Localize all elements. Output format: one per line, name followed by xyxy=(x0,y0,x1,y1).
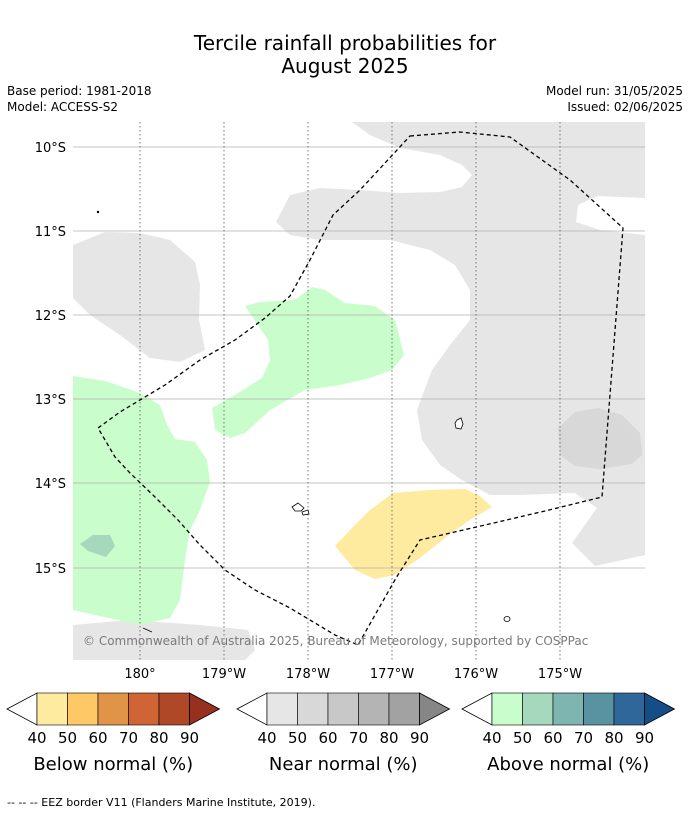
colorbar-cell xyxy=(491,692,523,726)
model-run: Model run: 31/05/2025 xyxy=(545,84,683,98)
colorbar-cell xyxy=(327,692,359,726)
colorbar-below: 40 50 60 70 80 90 Below normal (%) xyxy=(6,692,221,775)
colorbar-tick-label: 90 xyxy=(635,729,654,747)
meta-right: Model run: 31/05/2025 Issued: 02/06/2025 xyxy=(546,83,683,115)
colorbar-tick-label: 50 xyxy=(58,729,77,747)
meta-left: Base period: 1981-2018 Model: ACCESS-S2 xyxy=(7,83,152,115)
island-outline xyxy=(301,509,310,516)
colorbar-cell xyxy=(358,692,390,726)
colorbar-extend-high xyxy=(644,692,676,726)
colorbar-tick-label: 70 xyxy=(349,729,368,747)
latitude-labels: 10°S 11°S 12°S 13°S 14°S 15°S xyxy=(35,141,66,577)
base-period: Base period: 1981-2018 xyxy=(7,84,152,98)
colorbar-extend-high xyxy=(189,692,221,726)
latitude-gridlines xyxy=(73,146,645,569)
colorbar-cell xyxy=(266,692,298,726)
near-normal-region-west xyxy=(73,232,205,362)
colorbar-cell xyxy=(522,692,554,726)
lon-label: 175°W xyxy=(538,667,582,682)
colorbar-cell xyxy=(36,692,68,726)
colorbar-tick-label: 70 xyxy=(119,729,138,747)
lon-label: 176°W xyxy=(454,667,498,682)
colorbar-cell xyxy=(613,692,645,726)
longitude-labels: 180° 179°W 178°W 177°W 176°W 175°W xyxy=(124,667,582,682)
island-outline xyxy=(142,627,153,633)
island-outline xyxy=(454,417,464,430)
island-outline xyxy=(503,616,511,622)
colorbar-cell xyxy=(158,692,190,726)
lon-label: 177°W xyxy=(370,667,414,682)
lon-label: 180° xyxy=(124,667,155,682)
lat-label: 14°S xyxy=(35,477,66,492)
near-normal-region-north xyxy=(276,122,645,566)
longitude-gridlines xyxy=(139,122,561,660)
above-normal-50-region xyxy=(80,535,115,557)
lat-label: 12°S xyxy=(35,309,66,324)
island-outline xyxy=(96,210,100,214)
title-line-1: Tercile rainfall probabilities for xyxy=(193,31,497,55)
colorbar-extend-low xyxy=(6,692,38,726)
colorbar-above: 40 50 60 70 80 90 Above normal (%) xyxy=(461,692,676,775)
colorbar-cell xyxy=(128,692,160,726)
colorbar-legends: 40 50 60 70 80 90 Below normal (%) 40 50 60 70 80 90… xyxy=(6,692,676,775)
colorbar-title: Below normal (%) xyxy=(33,754,193,775)
colorbar-cell xyxy=(97,692,129,726)
colorbar-cell xyxy=(552,692,584,726)
near-normal-50-region xyxy=(558,408,642,469)
above-normal-region-west xyxy=(73,376,210,625)
map-area: © Commonwealth of Australia 2025, Bureau… xyxy=(73,122,645,660)
title-line-2: August 2025 xyxy=(281,54,409,78)
island-outline xyxy=(291,502,305,512)
colorbar-tick-label: 40 xyxy=(257,729,276,747)
colorbar-cell xyxy=(388,692,420,726)
colorbar-title: Near normal (%) xyxy=(269,754,418,775)
colorbar-tick-label: 80 xyxy=(149,729,168,747)
copyright-notice: © Commonwealth of Australia 2025, Bureau… xyxy=(83,634,588,648)
near-normal-region-south xyxy=(73,620,255,660)
below-normal-region xyxy=(335,489,492,579)
colorbar-tick-label: 50 xyxy=(288,729,307,747)
lon-label: 179°W xyxy=(202,667,246,682)
map-figure: © Commonwealth of Australia 2025, Bureau… xyxy=(6,122,676,775)
lat-label: 10°S xyxy=(35,141,66,156)
colorbar-extend-low xyxy=(461,692,493,726)
lat-label: 11°S xyxy=(35,225,66,240)
lat-label: 13°S xyxy=(35,393,66,408)
model-name: Model: ACCESS-S2 xyxy=(7,100,119,114)
eez-border-footnote: -- -- -- EEZ border V11 (Flanders Marine… xyxy=(7,796,316,809)
colorbar-title: Above normal (%) xyxy=(487,754,649,775)
colorbar-cell xyxy=(297,692,329,726)
colorbar-tick-label: 80 xyxy=(379,729,398,747)
colorbar-extend-high xyxy=(419,692,451,726)
colorbar-tick-label: 40 xyxy=(27,729,46,747)
issued-date: Issued: 02/06/2025 xyxy=(567,100,683,114)
lon-label: 178°W xyxy=(286,667,330,682)
map-title: Tercile rainfall probabilities for Augus… xyxy=(0,32,690,78)
lat-label: 15°S xyxy=(35,562,66,577)
colorbar-cell xyxy=(583,692,615,726)
colorbar-tick-label: 60 xyxy=(318,729,337,747)
colorbar-tick-label: 50 xyxy=(513,729,532,747)
colorbar-tick-label: 70 xyxy=(574,729,593,747)
colorbar-tick-label: 40 xyxy=(482,729,501,747)
colorbar-tick-label: 60 xyxy=(543,729,562,747)
colorbar-tick-label: 90 xyxy=(180,729,199,747)
colorbar-tick-label: 80 xyxy=(604,729,623,747)
colorbar-tick-label: 60 xyxy=(88,729,107,747)
colorbar-cell xyxy=(67,692,99,726)
colorbar-near: 40 50 60 70 80 90 Near normal (%) xyxy=(236,692,451,775)
islands xyxy=(96,210,511,633)
colorbar-tick-label: 90 xyxy=(410,729,429,747)
colorbar-extend-low xyxy=(236,692,268,726)
